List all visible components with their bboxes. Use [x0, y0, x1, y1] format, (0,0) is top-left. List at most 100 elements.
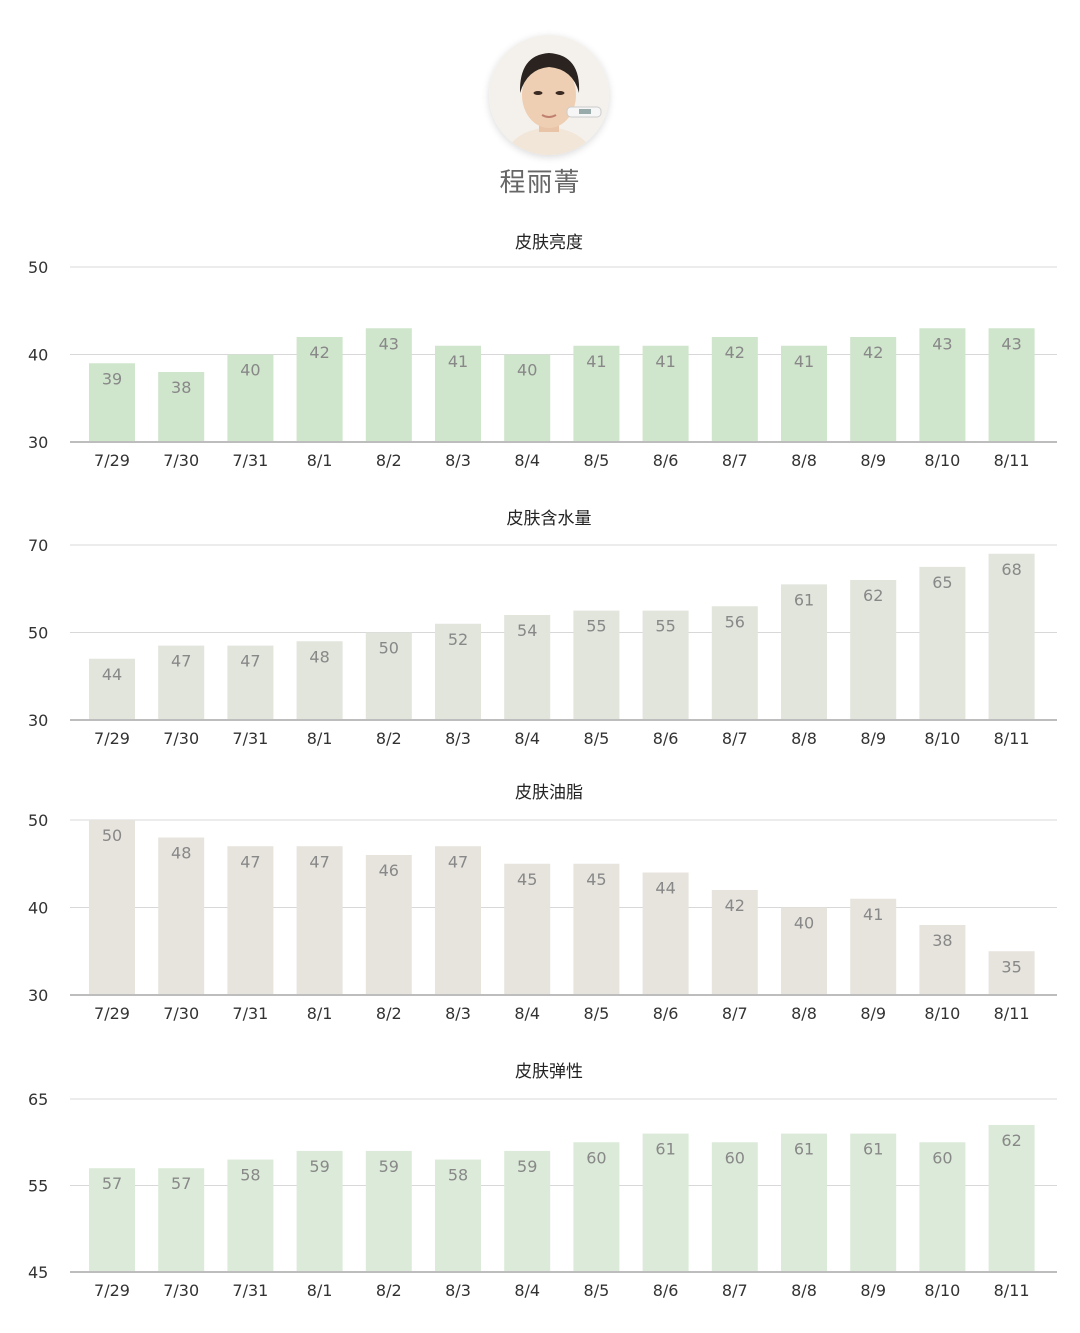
y-tick-label: 55	[28, 1177, 48, 1196]
x-tick-label: 7/29	[94, 1004, 130, 1023]
bar	[435, 1159, 481, 1272]
value-label: 62	[863, 586, 883, 605]
value-label: 40	[517, 361, 537, 380]
value-label: 65	[932, 573, 952, 592]
x-tick-label: 8/5	[584, 1004, 610, 1023]
bar	[365, 1150, 412, 1272]
bar	[711, 1142, 758, 1272]
value-label: 68	[1001, 560, 1021, 579]
bar	[227, 1159, 274, 1272]
bar	[365, 328, 412, 442]
value-label: 55	[655, 617, 675, 636]
x-tick-label: 7/30	[163, 729, 199, 748]
value-label: 48	[171, 844, 191, 863]
value-label: 47	[448, 852, 468, 871]
value-label: 56	[725, 612, 745, 631]
x-tick-label: 7/30	[163, 1281, 199, 1300]
bar	[919, 328, 966, 442]
bar	[89, 658, 135, 720]
bar	[781, 907, 827, 995]
x-tick-label: 7/29	[94, 451, 130, 470]
value-label: 44	[102, 665, 122, 684]
value-label: 60	[932, 1148, 952, 1167]
x-tick-label: 8/7	[722, 451, 748, 470]
bar	[642, 610, 689, 720]
x-tick-label: 8/6	[653, 729, 679, 748]
x-tick-label: 8/6	[653, 1004, 679, 1023]
chart-2: 皮肤含水量 30 50 70 44 7/29 47 7/30 47 7/31 48 8/1 50 8/2 5…	[28, 509, 1057, 748]
bar	[781, 584, 827, 720]
x-tick-label: 7/31	[232, 1004, 268, 1023]
y-tick-label: 40	[28, 346, 48, 365]
x-tick-label: 8/10	[924, 1004, 960, 1023]
value-label: 59	[517, 1157, 537, 1176]
value-label: 42	[309, 343, 329, 362]
chart-title: 皮肤弹性	[515, 1062, 583, 1082]
x-tick-label: 8/7	[722, 1281, 748, 1300]
value-label: 57	[102, 1174, 122, 1193]
x-tick-label: 8/10	[924, 1281, 960, 1300]
y-tick-label: 50	[28, 624, 48, 643]
bar	[850, 1133, 897, 1272]
bar	[227, 354, 274, 442]
bar	[850, 337, 897, 442]
x-tick-label: 8/6	[653, 1281, 679, 1300]
x-tick-label: 8/4	[514, 729, 540, 748]
x-tick-label: 7/31	[232, 729, 268, 748]
x-tick-label: 7/29	[94, 1281, 130, 1300]
x-tick-label: 7/31	[232, 1281, 268, 1300]
value-label: 38	[932, 931, 952, 950]
avatar	[489, 35, 609, 155]
bar	[296, 641, 343, 720]
bar	[781, 345, 827, 442]
bar	[365, 855, 412, 995]
y-tick-label: 30	[28, 986, 48, 1005]
x-tick-label: 8/1	[307, 451, 333, 470]
bar	[227, 645, 274, 720]
x-tick-label: 8/3	[445, 729, 471, 748]
value-label: 47	[240, 652, 260, 671]
value-label: 41	[448, 352, 468, 371]
bar	[435, 623, 481, 720]
value-label: 46	[379, 861, 399, 880]
bar	[158, 372, 205, 442]
x-tick-label: 8/6	[653, 451, 679, 470]
value-label: 41	[655, 352, 675, 371]
bar	[504, 1150, 551, 1272]
x-tick-label: 8/2	[376, 729, 402, 748]
x-tick-label: 8/11	[994, 1004, 1030, 1023]
chart-1: 皮肤亮度 30 40 50 39 7/29 38 7/30 40 7/31 42 8/1 43 8/2 41…	[28, 233, 1057, 470]
x-tick-label: 8/8	[791, 1281, 817, 1300]
x-tick-label: 8/5	[584, 451, 610, 470]
value-label: 58	[240, 1166, 260, 1185]
bar	[504, 863, 551, 995]
bar	[435, 846, 481, 995]
x-tick-label: 8/1	[307, 1281, 333, 1300]
value-label: 50	[102, 826, 122, 845]
value-label: 59	[309, 1157, 329, 1176]
value-label: 58	[448, 1166, 468, 1185]
value-label: 50	[379, 639, 399, 658]
bar	[158, 837, 205, 995]
bar	[642, 345, 689, 442]
value-label: 61	[863, 1140, 883, 1159]
y-tick-label: 45	[28, 1263, 48, 1282]
value-label: 41	[794, 352, 814, 371]
bar	[850, 898, 897, 995]
bar	[573, 863, 620, 995]
value-label: 40	[794, 914, 814, 933]
x-tick-label: 8/11	[994, 729, 1030, 748]
value-label: 43	[932, 334, 952, 353]
bar	[296, 846, 343, 995]
y-tick-label: 30	[28, 711, 48, 730]
value-label: 55	[586, 617, 606, 636]
x-tick-label: 8/4	[514, 1281, 540, 1300]
x-tick-label: 8/7	[722, 729, 748, 748]
bar	[919, 1142, 966, 1272]
x-tick-label: 8/2	[376, 451, 402, 470]
bar	[365, 632, 412, 720]
bar	[504, 615, 551, 720]
value-label: 57	[171, 1174, 191, 1193]
x-tick-label: 8/11	[994, 451, 1030, 470]
value-label: 45	[517, 870, 537, 889]
